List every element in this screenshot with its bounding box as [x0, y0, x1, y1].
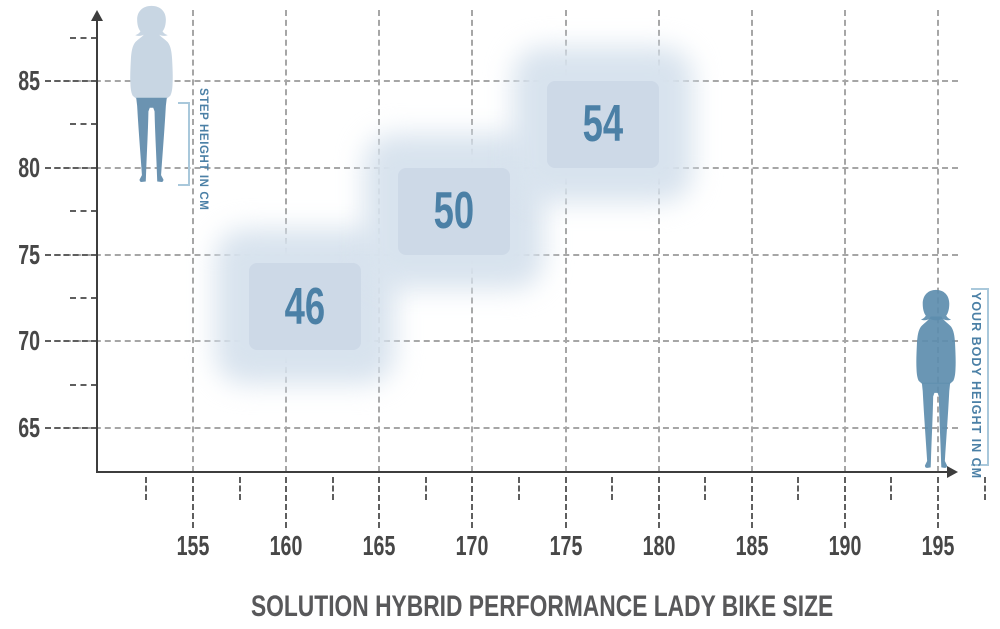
y-axis-arrow-icon	[91, 10, 103, 21]
x-major-tick	[937, 477, 939, 528]
y-major-tick	[45, 427, 97, 429]
x-minor-tick	[797, 477, 800, 500]
y-tick-label: 80	[18, 151, 40, 183]
x-gridline	[843, 10, 846, 472]
x-minor-tick	[238, 477, 241, 500]
chart-title: SOLUTION HYBRID PERFORMANCE LADY BIKE SI…	[250, 590, 834, 623]
x-major-tick	[657, 477, 660, 528]
x-tick-label: 170	[456, 530, 489, 561]
x-major-tick	[192, 477, 194, 528]
x-axis-line	[96, 471, 950, 473]
woman-body-height-figure	[916, 289, 956, 468]
x-major-tick	[843, 477, 846, 528]
step-height-axis-label: STEP HEIGHT IN CM	[197, 88, 209, 211]
x-gridline	[937, 10, 939, 472]
woman-hair-icon	[920, 289, 952, 321]
x-minor-tick	[424, 477, 427, 500]
y-gridline	[45, 80, 958, 82]
body-height-axis-label: YOUR BODY HEIGHT IN CM	[969, 292, 983, 480]
body-height-bracket	[971, 288, 989, 466]
y-axis-line	[96, 18, 98, 473]
x-axis-arrow-icon	[947, 466, 958, 478]
woman-torso-icon	[916, 316, 956, 384]
y-tick-label: 65	[18, 412, 40, 443]
y-gridline	[45, 340, 958, 343]
woman-torso-icon	[130, 32, 173, 99]
size-box-label: 54	[582, 95, 623, 154]
x-gridline	[192, 10, 194, 472]
x-tick-label: 165	[362, 530, 396, 561]
y-minor-tick	[70, 296, 97, 299]
x-major-tick	[285, 477, 288, 528]
woman-hair-icon	[135, 5, 168, 37]
x-tick-label: 185	[735, 530, 769, 561]
x-minor-tick	[890, 477, 893, 500]
x-major-tick	[564, 477, 567, 528]
y-tick-label: 70	[18, 325, 40, 357]
size-box: 50	[397, 167, 510, 255]
x-tick-label: 190	[828, 530, 862, 561]
x-tick-label: 180	[642, 530, 675, 561]
size-box: 46	[248, 263, 361, 350]
x-gridline	[564, 10, 567, 472]
x-minor-tick	[611, 477, 614, 500]
x-gridline	[750, 10, 753, 472]
x-tick-label: 155	[176, 530, 210, 561]
x-minor-tick	[704, 477, 707, 500]
y-tick-label: 85	[18, 65, 40, 96]
y-major-tick	[45, 340, 97, 343]
x-tick-label: 195	[921, 530, 955, 561]
x-minor-tick	[331, 477, 334, 500]
x-major-tick	[750, 477, 753, 528]
size-box-label: 46	[284, 277, 325, 336]
woman-legs-icon	[921, 382, 951, 468]
x-minor-tick	[517, 477, 520, 500]
y-major-tick	[45, 253, 97, 256]
size-box: 54	[546, 81, 659, 168]
x-minor-tick	[145, 477, 148, 500]
y-minor-tick	[70, 123, 97, 126]
x-tick-label: 160	[269, 530, 303, 561]
x-minor-tick	[983, 477, 986, 500]
woman-legs-icon	[136, 97, 167, 182]
y-minor-tick	[70, 36, 97, 39]
x-major-tick	[471, 477, 474, 528]
y-gridline	[45, 427, 958, 429]
step-height-bracket	[178, 102, 190, 186]
y-tick-label: 75	[18, 238, 40, 270]
y-minor-tick	[70, 383, 97, 386]
x-major-tick	[378, 477, 381, 528]
woman-step-height-figure	[130, 5, 173, 182]
y-major-tick	[45, 80, 97, 82]
x-gridline	[657, 10, 660, 472]
size-box-label: 50	[433, 182, 474, 241]
y-minor-tick	[70, 210, 97, 213]
y-major-tick	[45, 166, 97, 169]
x-tick-label: 175	[549, 530, 582, 561]
